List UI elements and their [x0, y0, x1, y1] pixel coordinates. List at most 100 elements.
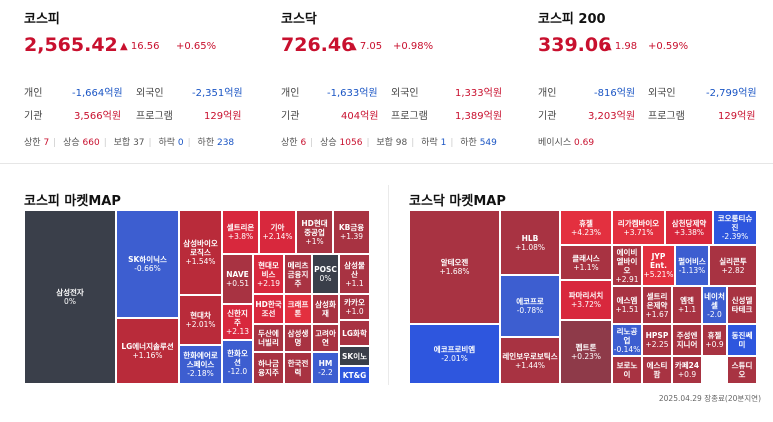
investor-label: 기관 [538, 111, 557, 122]
kospi-stock-tile[interactable]: 한화오션 -12.0 [222, 340, 253, 384]
timestamp: 2025.04.29 장종료(20분지연) [658, 394, 761, 403]
investor-value: 3,566억원 [74, 111, 122, 122]
tile-change: -0.14% [613, 344, 641, 354]
investor-label: 프로그램 [136, 111, 173, 122]
tile-change: +1.08% [514, 242, 546, 252]
kospi-stock-tile[interactable]: 메리츠금융지주 [284, 254, 312, 294]
kosdaq-stock-tile[interactable]: 네이처셀 -2.0 [702, 286, 727, 324]
kospi-stock-tile[interactable]: 두산에너빌리 [253, 324, 284, 352]
kospi-stock-tile[interactable]: 카카오 +1.0 [339, 294, 370, 320]
index-name[interactable]: 코스피 200 [538, 12, 606, 27]
kospi-stock-tile[interactable]: LG에너지솔루션 +1.16% [116, 318, 179, 384]
kosdaq-stock-tile[interactable]: 알테오젠 +1.68% [409, 210, 500, 324]
kosdaq-stock-tile[interactable]: 엠젠 +1.1 [672, 286, 702, 324]
kosdaq-stock-tile[interactable]: HLB +1.08% [500, 210, 560, 275]
kosdaq-stock-tile[interactable]: 주성엔지니어 [672, 324, 702, 356]
kospi-stock-tile[interactable]: 한화에어로스페이스 -2.18% [179, 345, 222, 384]
kospi-stock-tile[interactable]: 삼성물산 +1.1 [339, 254, 370, 294]
kosdaq-stock-tile[interactable]: 펩트론 +0.23% [560, 320, 612, 384]
kosdaq-stock-tile[interactable]: 리가켐바이오 +3.71% [612, 210, 665, 245]
kosdaq-stock-tile[interactable]: 에스엠 +1.51 [612, 286, 642, 324]
investor-label: 개인 [281, 88, 300, 99]
kosdaq-stock-tile[interactable]: 동진쎄미 [727, 324, 757, 356]
kosdaq-stock-tile[interactable]: 에코프로비엠 -2.01% [409, 324, 500, 384]
kosdaq-stock-tile[interactable]: 카페24 +0.9 [672, 356, 702, 384]
kospi-stock-tile[interactable]: HM -2.2 [312, 352, 339, 384]
kospi-stock-tile[interactable]: LG화학 [339, 320, 370, 346]
kospi-stock-tile[interactable]: KB금융 +1.39 [333, 210, 370, 254]
kosdaq-stock-tile[interactable]: 삼천당제약 +3.38% [665, 210, 713, 245]
tile-change: -2.2 [318, 368, 333, 377]
tile-change: -2.18% [187, 369, 214, 378]
tile-change: +1.67 [645, 309, 669, 319]
index-change-pct: +0.98% [393, 41, 434, 52]
kospi-stock-tile[interactable]: 삼성전자 0% [24, 210, 116, 384]
kospi-stock-tile[interactable]: 한국전력 [284, 352, 312, 384]
tile-name: 현대모비스 [258, 260, 279, 279]
tile-name: 주성엔지니어 [676, 331, 698, 349]
index-name[interactable]: 코스닥 [281, 12, 317, 27]
kospi-stock-tile[interactable]: POSC 0% [312, 254, 339, 294]
tile-name: SK하이닉스 [128, 255, 167, 264]
tile-name: HLB [521, 233, 539, 243]
kospi-stock-tile[interactable]: 하나금융지주 [253, 352, 284, 384]
tile-change: +4.23% [570, 227, 602, 237]
tile-name: 에코프로비엠 [433, 345, 476, 354]
breadth-label: 상승 [320, 138, 337, 148]
breadth-value: 37 [133, 138, 145, 148]
kospi-stock-tile[interactable]: 기아 +2.14% [259, 210, 296, 254]
kospi-stock-tile[interactable]: HD현대중공업 +1% [296, 210, 333, 254]
index-name[interactable]: 코스피 [24, 12, 60, 27]
tile-name: 에이비엘바이오 [616, 247, 638, 275]
kosdaq-stock-tile[interactable]: 파마리서치 +3.72% [560, 280, 612, 320]
kospi-stock-tile[interactable]: 고려아연 [312, 324, 339, 352]
kosdaq-stock-tile[interactable]: 휴젤 +0.9 [702, 324, 727, 356]
kosdaq-stock-tile[interactable]: 셀트리온제약 +1.67 [642, 286, 672, 324]
kosdaq-stock-tile[interactable]: 에코프로 -0.78% [500, 275, 560, 337]
tile-change: +2.14% [262, 232, 293, 241]
kospi-stock-tile[interactable]: 현대차 +2.01% [179, 295, 222, 345]
kospi-stock-tile[interactable]: 신한지주 +2.13 [222, 304, 253, 340]
tile-name: 네이처셀 [704, 291, 725, 310]
kospi-stock-tile[interactable]: 현대모비스 +2.19 [253, 254, 284, 294]
kospi-stock-tile[interactable]: SK이노 [339, 346, 370, 366]
tile-name: HM [318, 359, 333, 368]
kosdaq-stock-tile[interactable]: 휴젤 +4.23% [560, 210, 612, 245]
kosdaq-stock-tile[interactable]: 에이비엘바이오 +2.91 [612, 245, 642, 286]
kospi-stock-tile[interactable]: 셀트리온 +3.8% [222, 210, 259, 254]
kosdaq-stock-tile[interactable]: 코오롱티슈진 -2.39% [713, 210, 757, 245]
kosdaq-stock-tile[interactable]: 보로노이 [612, 356, 642, 384]
kospi-stock-tile[interactable]: 크래프톤 [284, 294, 312, 324]
breadth-value: 6 [300, 138, 307, 148]
market-breadth: 상한 7 | 상승 660 | 보합 37 | 하락 0 | 하한 238 [24, 138, 235, 148]
index-change: ▲ 7.05 [349, 41, 383, 52]
tile-name: 동진쎄미 [731, 331, 753, 349]
kosdaq-stock-tile[interactable]: 펄어비스 -1.13% [675, 245, 709, 286]
tile-change: +2.19 [257, 278, 280, 288]
kospi-stock-tile[interactable]: SK하이닉스 -0.66% [116, 210, 179, 318]
kospi-stock-tile[interactable]: NAVE +0.51 [222, 254, 253, 304]
kosdaq-stock-tile[interactable]: 리노공업 -0.14% [612, 324, 642, 356]
kospi-stock-tile[interactable]: 삼성바이오로직스 +1.54% [179, 210, 222, 295]
kospi-stock-tile[interactable]: HD한국조선 [253, 294, 284, 324]
kosdaq-stock-tile[interactable]: 클래시스 +1.1% [560, 245, 612, 280]
kosdaq-stock-tile[interactable]: HPSP +2.25 [642, 324, 672, 356]
kosdaq-stock-tile[interactable]: 실리콘투 +2.82 [709, 245, 757, 286]
kosdaq-stock-tile[interactable]: 스튜디오 [727, 356, 757, 384]
tile-name: LG에너지솔루션 [121, 342, 174, 351]
investor-label: 기관 [24, 111, 43, 122]
investor-value: 404억원 [341, 111, 379, 122]
kosdaq-stock-tile[interactable]: 에스티팜 [642, 356, 672, 384]
tile-change: +1.44% [514, 360, 546, 370]
breadth-label: 하한 [197, 138, 215, 148]
kosdaq-stock-tile[interactable]: JYP Ent. +5.21% [642, 245, 675, 286]
breadth-label: 보합 [113, 138, 131, 148]
investor-value: -816억원 [594, 88, 636, 99]
kospi-stock-tile[interactable]: 삼성생명 [284, 324, 312, 352]
tile-change: +2.01% [185, 320, 216, 329]
kosdaq-stock-tile[interactable]: 신성델타테크 [727, 286, 757, 324]
kospi-stock-tile[interactable]: 삼성화재 [312, 294, 339, 324]
kosdaq-stock-tile[interactable]: 레인보우로보틱스 +1.44% [500, 337, 560, 384]
kospi-stock-tile[interactable]: KT&G [339, 366, 370, 384]
tile-name: LG화학 [342, 328, 367, 338]
